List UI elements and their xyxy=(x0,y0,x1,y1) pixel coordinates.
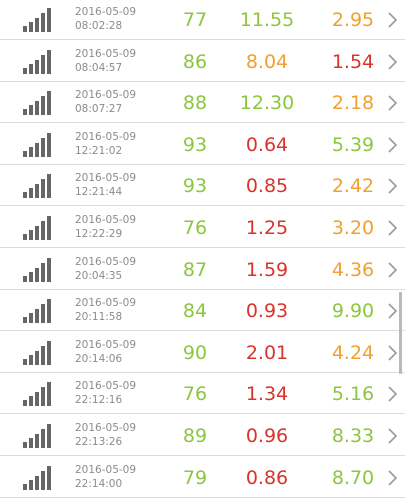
value-b: 3.20 xyxy=(331,217,375,239)
chevron-right-icon[interactable] xyxy=(386,219,398,237)
record-time: 20:04:35 xyxy=(75,269,123,282)
list-item[interactable]: 2016-05-09 12:22:29 76 1.25 3.20 xyxy=(0,207,405,248)
value-b: 1.54 xyxy=(331,50,375,73)
list-item[interactable]: 2016-05-09 20:11:58 84 0.93 9.90 xyxy=(0,290,405,332)
record-date: 2016-05-09 xyxy=(75,338,137,351)
record-time: 12:21:02 xyxy=(75,144,123,157)
value-a: 12.30 xyxy=(239,92,295,115)
list-item[interactable]: 2016-05-09 08:07:27 88 12.30 2.18 xyxy=(0,82,405,124)
signal-value: 77 xyxy=(182,9,208,31)
record-date: 2016-05-09 xyxy=(75,463,137,476)
value-a: 8.04 xyxy=(245,50,289,73)
list-item[interactable]: 2016-05-09 20:04:35 87 1.59 4.36 xyxy=(0,249,405,290)
record-date: 2016-05-09 xyxy=(75,214,137,226)
signal-value: 84 xyxy=(182,300,208,323)
chevron-right-icon[interactable] xyxy=(386,385,398,403)
list-item[interactable]: 2016-05-09 12:21:44 93 0.85 2.42 xyxy=(0,165,405,207)
list-item[interactable]: 2016-05-09 22:13:26 89 0.96 8.33 xyxy=(0,415,405,456)
signal-bars-icon xyxy=(22,173,52,199)
signal-value: 76 xyxy=(182,217,208,239)
list-item[interactable]: 2016-05-09 20:14:06 90 2.01 4.24 xyxy=(0,332,405,373)
value-b: 4.24 xyxy=(331,341,375,364)
signal-value: 86 xyxy=(182,50,208,73)
record-time: 20:11:58 xyxy=(75,311,123,324)
record-time: 08:04:57 xyxy=(75,61,123,74)
record-time: 08:02:28 xyxy=(75,20,123,32)
value-b: 2.18 xyxy=(331,92,375,115)
signal-value: 89 xyxy=(182,425,208,447)
value-a: 1.25 xyxy=(245,217,289,239)
signal-bars-icon xyxy=(22,340,52,366)
chevron-right-icon[interactable] xyxy=(386,94,398,112)
value-b: 2.95 xyxy=(331,9,375,31)
signal-bars-icon xyxy=(22,381,52,407)
list-item[interactable]: 2016-05-09 22:14:00 79 0.86 8.70 xyxy=(0,457,405,498)
chevron-right-icon[interactable] xyxy=(386,261,398,279)
signal-bars-icon xyxy=(22,7,52,33)
record-time: 22:13:26 xyxy=(75,436,123,448)
value-a: 0.86 xyxy=(245,466,289,489)
signal-value: 88 xyxy=(182,92,208,115)
signal-value: 87 xyxy=(182,258,208,281)
signal-value: 90 xyxy=(182,341,208,364)
value-a: 1.34 xyxy=(245,383,289,406)
record-time: 22:12:16 xyxy=(75,394,123,407)
chevron-right-icon[interactable] xyxy=(386,53,398,71)
value-b: 2.42 xyxy=(331,175,375,198)
value-b: 5.16 xyxy=(331,383,375,406)
signal-bars-icon xyxy=(22,298,52,324)
chevron-right-icon[interactable] xyxy=(386,427,398,445)
list-item[interactable]: 2016-05-09 08:04:57 86 8.04 1.54 xyxy=(0,41,405,82)
record-time: 12:21:44 xyxy=(75,186,123,199)
value-a: 0.96 xyxy=(245,425,289,447)
record-date: 2016-05-09 xyxy=(75,255,137,268)
value-a: 0.93 xyxy=(245,300,289,323)
chevron-right-icon[interactable] xyxy=(386,302,398,320)
record-date: 2016-05-09 xyxy=(75,172,137,185)
record-date: 2016-05-09 xyxy=(75,6,137,18)
record-time: 08:07:27 xyxy=(75,103,123,116)
value-a: 1.59 xyxy=(245,258,289,281)
record-date: 2016-05-09 xyxy=(75,47,137,60)
signal-bars-icon xyxy=(22,90,52,116)
signal-value: 93 xyxy=(182,175,208,198)
value-b: 9.90 xyxy=(331,300,375,323)
signal-value: 93 xyxy=(182,133,208,156)
chevron-right-icon[interactable] xyxy=(386,344,398,362)
list-item[interactable]: 2016-05-09 12:21:02 93 0.64 5.39 xyxy=(0,124,405,165)
value-a: 0.85 xyxy=(245,175,289,198)
chevron-right-icon[interactable] xyxy=(386,177,398,195)
signal-bars-icon xyxy=(22,49,52,75)
value-a: 2.01 xyxy=(245,341,289,364)
chevron-right-icon[interactable] xyxy=(386,11,398,29)
record-date: 2016-05-09 xyxy=(75,422,137,434)
signal-bars-icon xyxy=(22,215,52,241)
signal-bars-icon xyxy=(22,465,52,491)
signal-value: 76 xyxy=(182,383,208,406)
value-a: 0.64 xyxy=(245,133,289,156)
record-date: 2016-05-09 xyxy=(75,89,137,102)
scrollbar[interactable] xyxy=(399,292,402,374)
record-date: 2016-05-09 xyxy=(75,130,137,143)
record-date: 2016-05-09 xyxy=(75,380,137,393)
value-b: 8.33 xyxy=(331,425,375,447)
value-b: 5.39 xyxy=(331,133,375,156)
signal-bars-icon xyxy=(22,132,52,158)
value-b: 8.70 xyxy=(331,466,375,489)
value-b: 4.36 xyxy=(331,258,375,281)
value-a: 11.55 xyxy=(239,9,295,31)
chevron-right-icon[interactable] xyxy=(386,136,398,154)
chevron-right-icon[interactable] xyxy=(386,469,398,487)
signal-value: 79 xyxy=(182,466,208,489)
record-time: 22:14:00 xyxy=(75,477,123,490)
signal-bars-icon xyxy=(22,257,52,283)
record-time: 20:14:06 xyxy=(75,352,123,365)
record-date: 2016-05-09 xyxy=(75,297,137,310)
list-item[interactable]: 2016-05-09 08:02:28 77 11.55 2.95 xyxy=(0,0,405,40)
record-time: 12:22:29 xyxy=(75,228,123,240)
list-item[interactable]: 2016-05-09 22:12:16 76 1.34 5.16 xyxy=(0,373,405,415)
signal-bars-icon xyxy=(22,423,52,449)
